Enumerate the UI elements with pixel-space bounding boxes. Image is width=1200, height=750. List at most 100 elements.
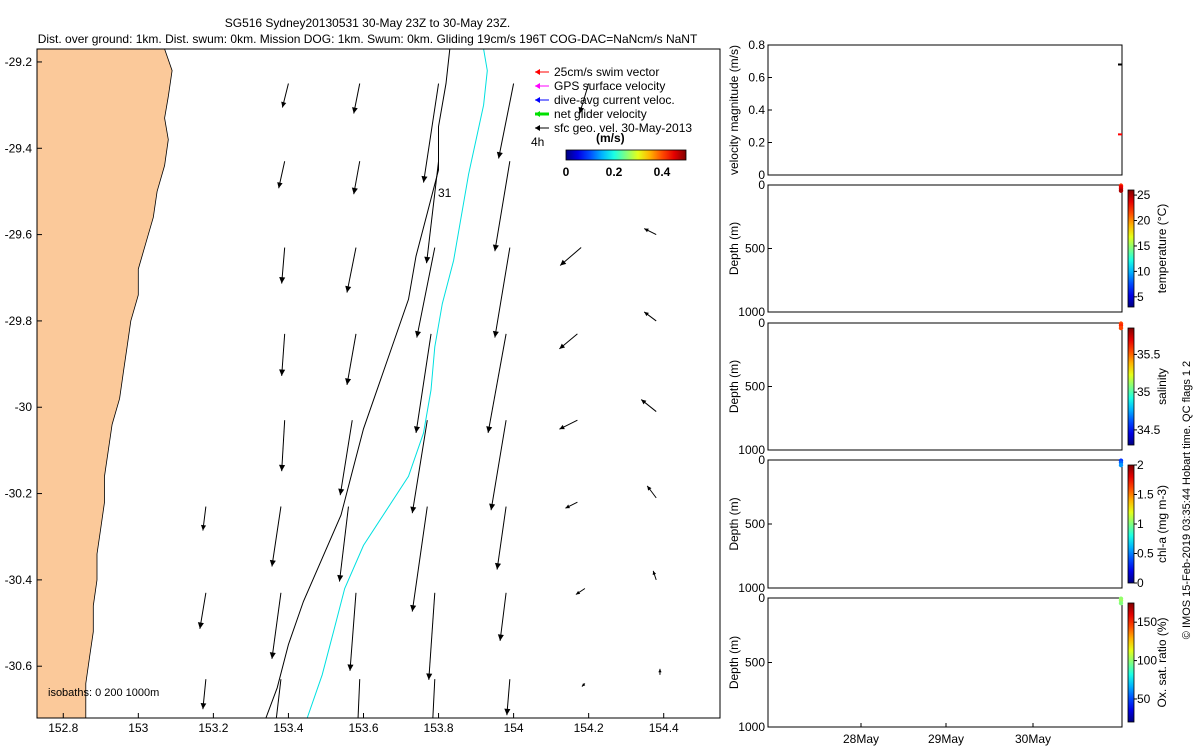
panel-frame	[767, 322, 1123, 451]
vector-arrowhead	[658, 668, 662, 673]
vector-arrowhead	[486, 426, 493, 433]
panel-ytick-label: 500	[745, 656, 765, 670]
panel-frame	[767, 459, 1123, 589]
data-point	[1118, 188, 1124, 193]
vector-arrowhead	[647, 485, 652, 491]
data-point	[1118, 462, 1124, 468]
vector-arrowhead	[338, 488, 345, 496]
velocity-vector	[487, 333, 507, 433]
data-point	[1118, 325, 1124, 331]
colorbar-label: Ox. sat. ratio (%)	[1155, 617, 1169, 707]
colorbar-tick-label: 150	[1137, 615, 1157, 629]
map-frame	[36, 48, 721, 719]
panel-ytick-label: 0	[758, 453, 765, 467]
vector-arrowhead	[269, 652, 276, 659]
panel-ytick-label: 0.2	[748, 136, 765, 150]
map-colorbar-tick-label: 0	[563, 165, 570, 179]
velocity-vector	[423, 83, 440, 183]
vector-arrowhead	[279, 369, 286, 376]
map-xtick-label: 154	[504, 721, 524, 735]
map-xtick-label: 154.2	[574, 721, 604, 735]
vector-arrowhead	[200, 524, 207, 531]
legend-swatch-head	[535, 83, 540, 89]
colorbar-tick-label: 15	[1137, 239, 1151, 253]
vector-arrowhead	[489, 503, 496, 511]
vector-arrowhead	[559, 424, 565, 430]
vector-arrowhead	[410, 506, 417, 514]
colorbar-tick-label: 35.5	[1137, 347, 1161, 361]
vector-arrowhead	[354, 742, 360, 748]
vector-arrowhead	[565, 504, 571, 509]
map-ytick-label: -29.2	[5, 55, 33, 69]
vector-arrowhead	[494, 562, 501, 570]
colorbar-tick-label: 10	[1137, 264, 1151, 278]
panel-frame	[767, 184, 1123, 313]
legend-label: 25cm/s swim vector	[554, 65, 659, 79]
panel-ytick-label: 0	[758, 591, 765, 605]
data-point	[1118, 600, 1124, 606]
panel-ylabel: Depth (m)	[727, 497, 741, 550]
copyright-text: © IMOS 15-Feb-2019 03:35:44 Hobart time.…	[1181, 361, 1193, 639]
panel-colorbar	[1127, 327, 1135, 446]
vector-arrowhead	[352, 107, 358, 114]
panel-ytick-label: 0.6	[748, 71, 765, 85]
colorbar-tick-label: 0	[1137, 576, 1144, 590]
colorbar-tick-label: 100	[1137, 654, 1157, 668]
vector-arrowhead	[496, 151, 503, 159]
panel-ytick-label: 1000	[738, 443, 765, 457]
velocity-vector	[490, 420, 507, 511]
velocity-vector	[357, 679, 361, 718]
panel-xtick-label: 30May	[1015, 732, 1051, 746]
map-ytick-label: -30	[15, 400, 33, 414]
velocity-vector	[271, 506, 282, 567]
legend-label: net glider velocity	[554, 107, 647, 121]
velocity-vector	[338, 506, 349, 582]
vector-arrowhead	[644, 311, 649, 317]
panel-ytick-label: 0	[758, 316, 765, 330]
velocity-vector	[271, 592, 282, 659]
vector-arrowhead	[279, 277, 286, 284]
vector-arrowhead	[641, 399, 647, 405]
vector-arrowhead	[497, 634, 504, 641]
land-area	[37, 49, 173, 718]
time-label: 4h	[531, 135, 544, 149]
vector-arrowhead	[410, 604, 417, 612]
legend-label: GPS surface velocity	[554, 79, 665, 93]
velocity-vector	[426, 161, 440, 264]
velocity-vector	[339, 420, 353, 496]
map-xtick-label: 153.6	[348, 721, 378, 735]
colorbar-tick-label: 2	[1137, 458, 1144, 472]
legend-swatch-head	[535, 97, 540, 103]
velocity-vector	[416, 247, 436, 338]
velocity-vector	[494, 161, 511, 252]
map-ytick-label: -30.2	[5, 487, 33, 501]
map-colorbar-tick-label: 0.2	[606, 165, 623, 179]
map-ytick-label: -30.6	[5, 659, 33, 673]
vector-arrowhead	[277, 182, 283, 189]
vector-arrowhead	[351, 187, 358, 195]
isobath-1000m	[306, 49, 488, 718]
legend-swatch-head	[535, 111, 540, 117]
panel-ylabel: Depth (m)	[727, 222, 741, 275]
colorbar-tick-label: 50	[1137, 692, 1151, 706]
map-xtick-label: 153.8	[424, 721, 454, 735]
velocity-vector	[494, 247, 511, 338]
vector-arrowhead	[421, 175, 428, 183]
vector-arrowhead	[652, 570, 657, 575]
map-xtick-label: 154.4	[649, 721, 679, 735]
vector-arrowhead	[413, 426, 420, 433]
vector-arrowhead	[269, 559, 276, 567]
colorbar-tick-label: 35	[1137, 385, 1151, 399]
velocity-vector	[411, 420, 428, 514]
vector-arrowhead	[581, 683, 586, 687]
map-ytick-label: -30.4	[5, 573, 33, 587]
legend-label: sfc geo. vel. 30-May-2013	[554, 121, 692, 135]
colorbar-tick-label: 34.5	[1137, 423, 1161, 437]
panel-ytick-label: 0	[758, 168, 765, 182]
legend-swatch-head	[535, 125, 540, 131]
panel-ytick-label: 500	[745, 517, 765, 531]
colorbar-label: chl-a (mg m-3)	[1155, 485, 1169, 563]
map-colorbar	[565, 149, 687, 161]
vector-arrowhead	[279, 464, 286, 472]
velocity-vector	[281, 333, 286, 376]
